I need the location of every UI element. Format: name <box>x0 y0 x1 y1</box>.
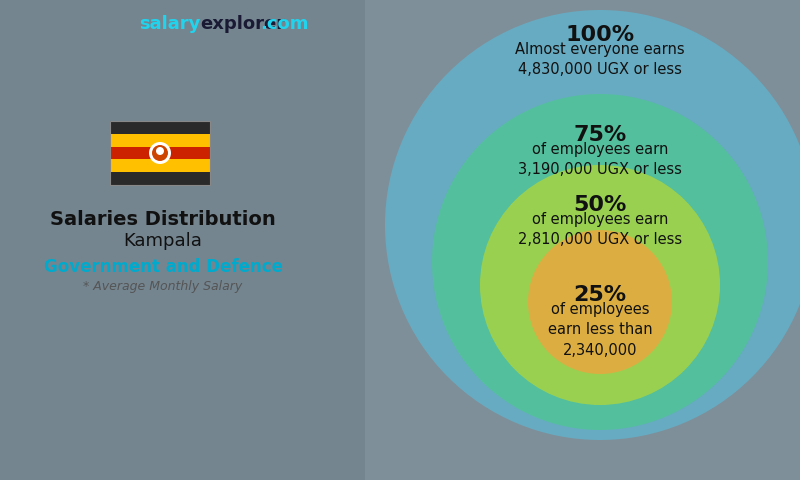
Circle shape <box>385 10 800 440</box>
Text: of employees
earn less than
2,340,000: of employees earn less than 2,340,000 <box>548 302 652 358</box>
Text: * Average Monthly Salary: * Average Monthly Salary <box>83 280 242 293</box>
Text: of employees earn
3,190,000 UGX or less: of employees earn 3,190,000 UGX or less <box>518 142 682 178</box>
Text: 50%: 50% <box>574 195 626 215</box>
Text: Government and Defence: Government and Defence <box>43 258 282 276</box>
Text: of employees earn
2,810,000 UGX or less: of employees earn 2,810,000 UGX or less <box>518 212 682 247</box>
Circle shape <box>432 94 768 430</box>
FancyBboxPatch shape <box>0 0 365 480</box>
Circle shape <box>149 142 171 164</box>
Text: Almost everyone earns
4,830,000 UGX or less: Almost everyone earns 4,830,000 UGX or l… <box>515 42 685 77</box>
Circle shape <box>528 230 672 374</box>
FancyBboxPatch shape <box>110 146 210 159</box>
Text: Salaries Distribution: Salaries Distribution <box>50 210 276 229</box>
Circle shape <box>156 147 164 155</box>
FancyBboxPatch shape <box>110 159 210 172</box>
FancyBboxPatch shape <box>110 121 210 134</box>
Text: .com: .com <box>260 15 309 33</box>
Circle shape <box>152 145 168 161</box>
FancyBboxPatch shape <box>110 134 210 146</box>
FancyBboxPatch shape <box>110 172 210 185</box>
Circle shape <box>480 165 720 405</box>
Text: 25%: 25% <box>574 285 626 305</box>
Text: 75%: 75% <box>574 125 626 145</box>
Text: 100%: 100% <box>566 25 634 45</box>
Text: Kampala: Kampala <box>123 232 202 250</box>
Text: salary: salary <box>138 15 200 33</box>
Text: explorer: explorer <box>200 15 285 33</box>
